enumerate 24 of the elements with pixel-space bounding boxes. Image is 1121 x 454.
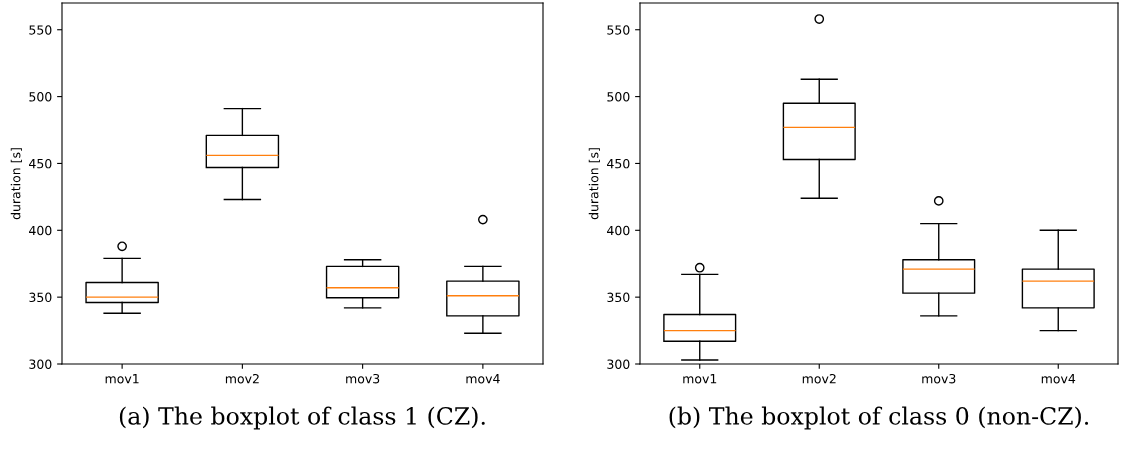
x-tick-label: mov3 xyxy=(346,373,380,384)
x-tick-label: mov1 xyxy=(683,374,717,384)
y-tick-label: 500 xyxy=(29,92,52,102)
y-tick-label: 550 xyxy=(607,25,630,35)
x-tick-label: mov4 xyxy=(1041,374,1076,384)
x-tick-label: mov1 xyxy=(105,374,139,384)
x-tick-label: mov4 xyxy=(466,374,500,384)
y-tick-label: 350 xyxy=(29,292,52,303)
y-tick-label: 350 xyxy=(607,292,630,303)
y-tick-label: 550 xyxy=(29,25,52,35)
text: (a) The boxplot of class 1 (CZ). xyxy=(119,406,485,430)
x-tick-label: mov2 xyxy=(225,373,259,384)
y-tick-label: 400 xyxy=(607,225,630,236)
y-tick-label: 300 xyxy=(607,359,630,369)
y-axis-title: duration [s] xyxy=(588,148,600,220)
y-tick-label: 300 xyxy=(29,359,52,369)
text: (b) The boxplot of class 0 (non-CZ). xyxy=(669,406,1089,430)
x-tick-label: mov2 xyxy=(802,373,836,384)
y-tick-label: 450 xyxy=(29,158,52,169)
x-tick-label: mov3 xyxy=(922,373,956,384)
y-axis-title: duration [s] xyxy=(10,148,22,220)
y-tick-label: 500 xyxy=(607,92,630,102)
y-tick-label: 400 xyxy=(29,225,52,236)
y-tick-label: 450 xyxy=(607,158,630,169)
